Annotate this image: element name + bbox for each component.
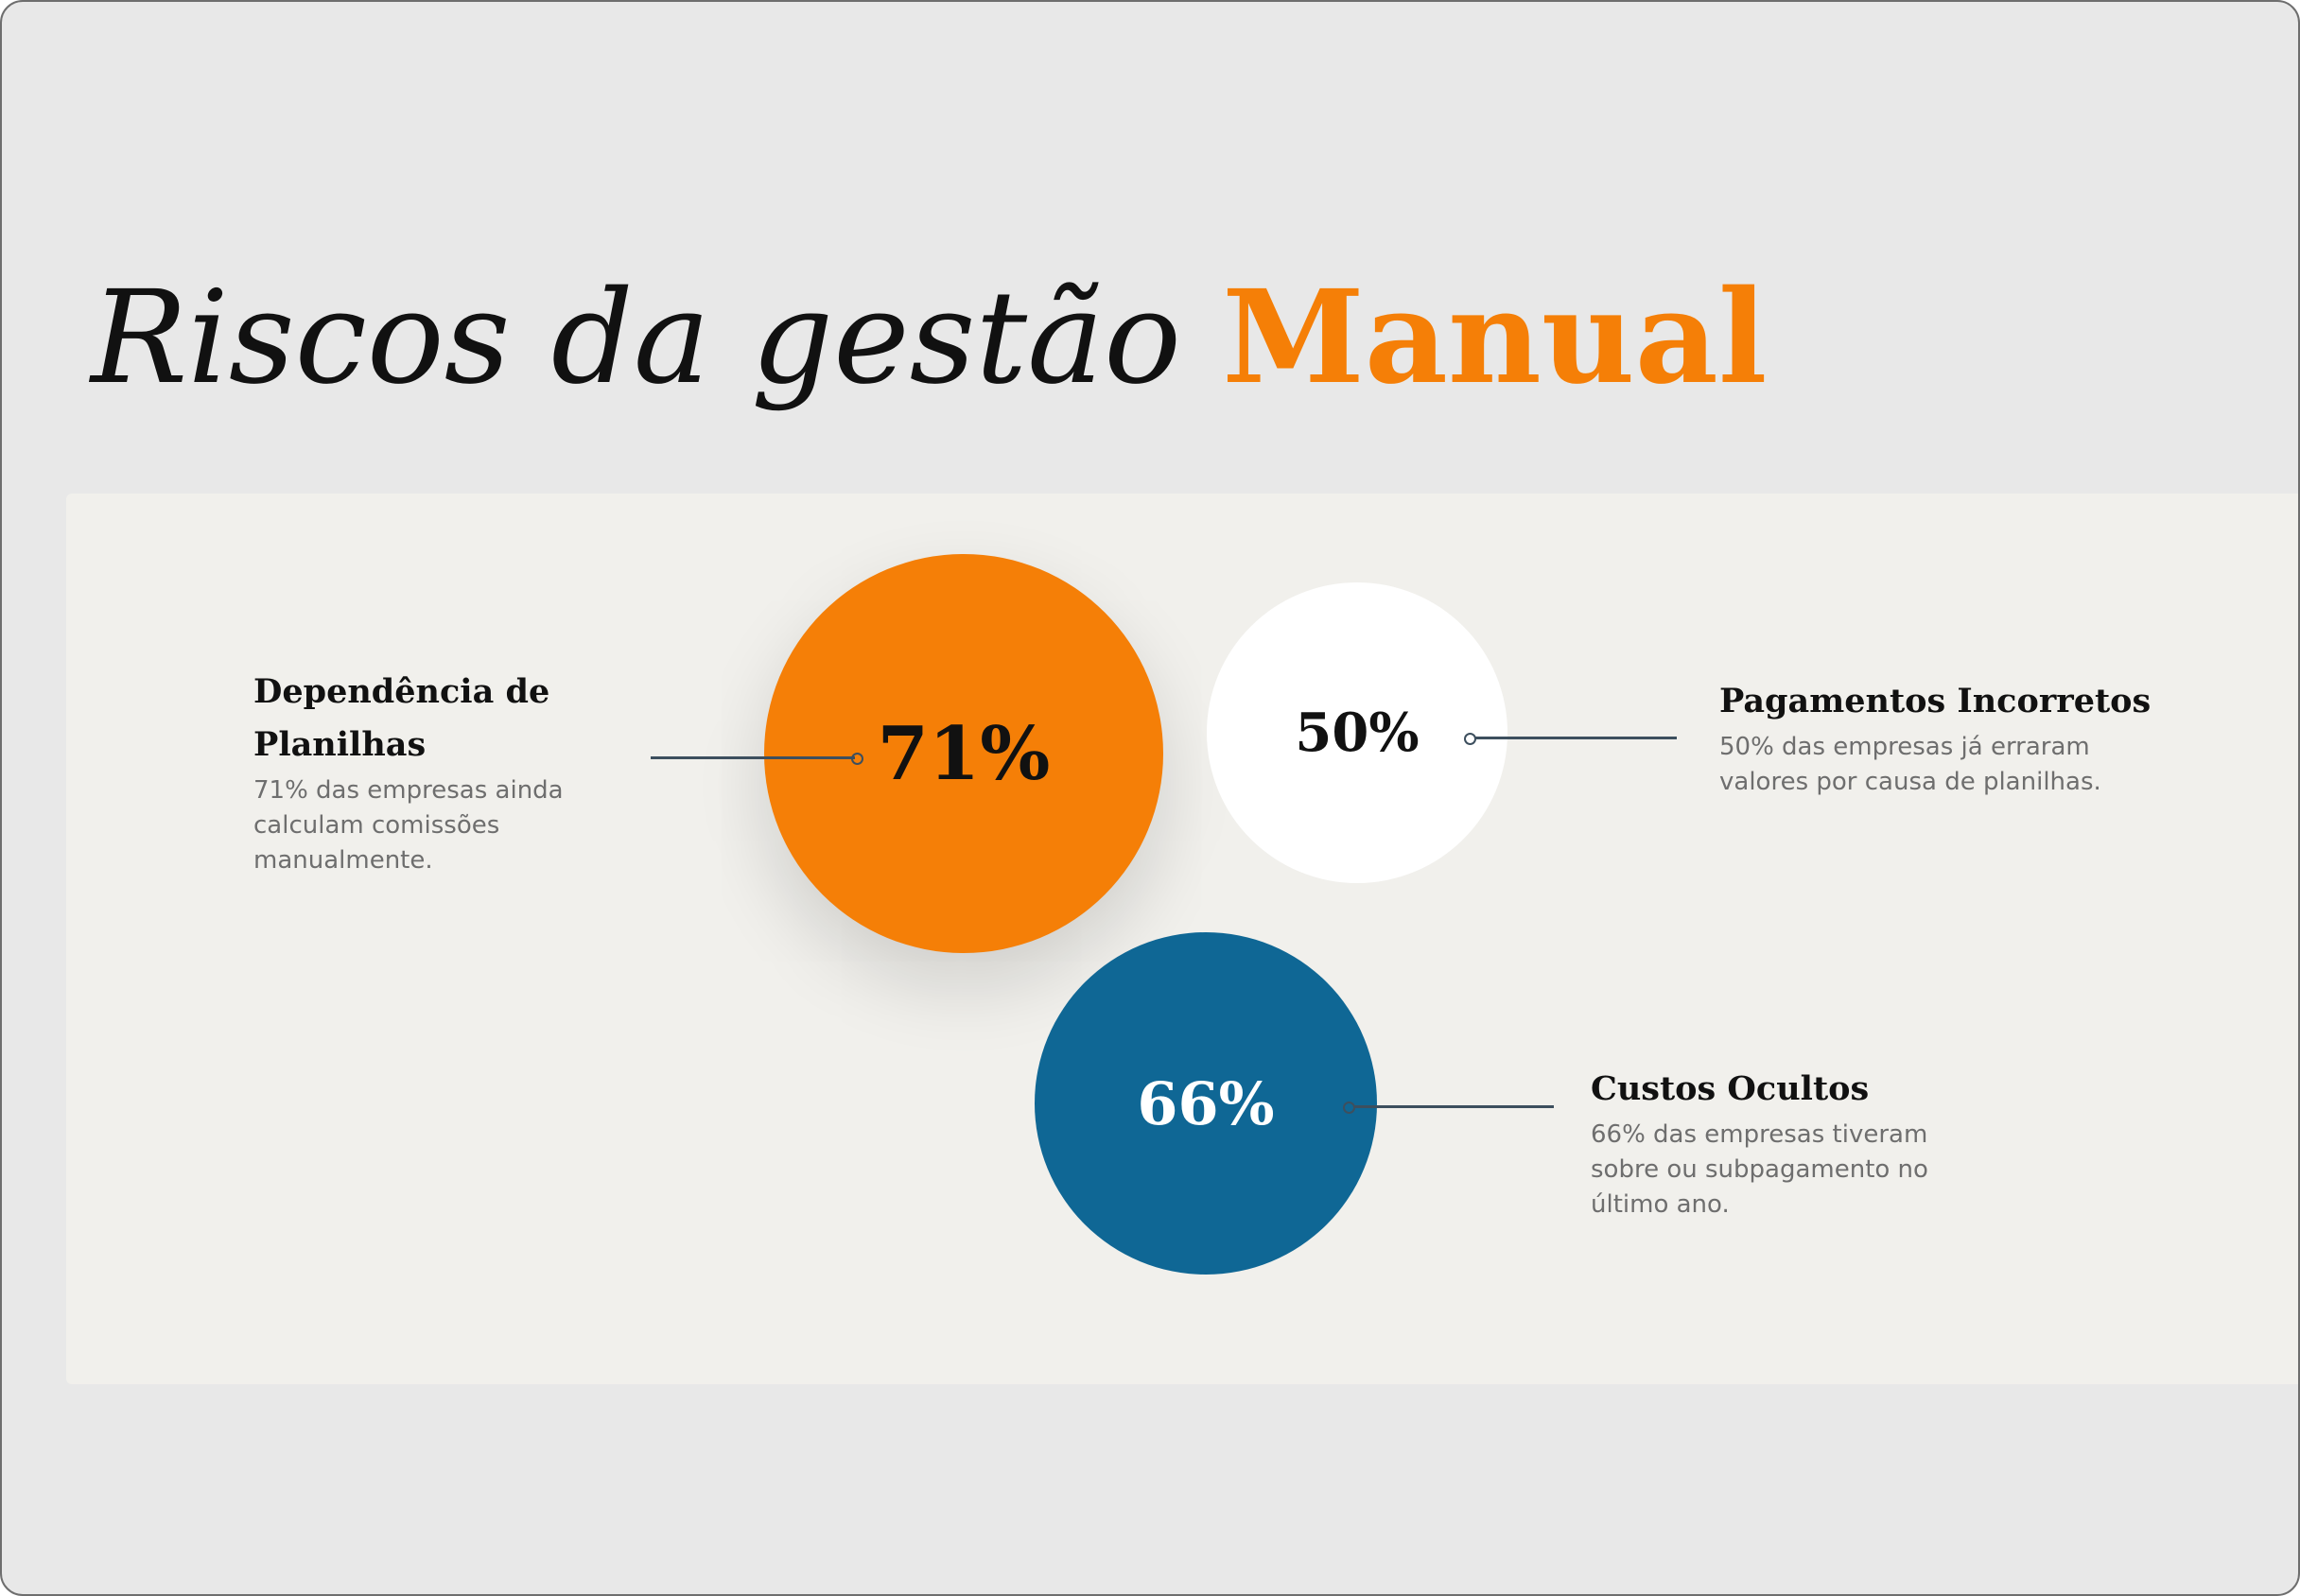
- stat-value: 71%: [877, 710, 1051, 797]
- stat-description: 50% das empresas já erraram valores por …: [1719, 733, 2101, 796]
- stat-title: Pagamentos Incorretos: [1719, 682, 2152, 720]
- stat-circle-pagamentos: 50%: [1207, 582, 1507, 883]
- title-part-risks: Riscos da gestão: [91, 264, 1182, 413]
- stat-title: Custos Ocultos: [1591, 1069, 1870, 1108]
- title-part-manual: Manual: [1222, 262, 1768, 413]
- stat-label-custos: Custos Ocultos 66% das empresas tiveram …: [1591, 1063, 2064, 1223]
- slide-title: Riscos da gestão Manual: [91, 257, 1768, 419]
- connector-line: [1474, 737, 1677, 739]
- stat-label-dependencia: Dependência de Planilhas 71% das empresa…: [253, 666, 632, 878]
- stat-circle-custos: 66%: [1035, 932, 1377, 1275]
- stat-description: 66% das empresas tiveram sobre ou subpag…: [1591, 1120, 1928, 1219]
- stat-label-pagamentos: Pagamentos Incorretos 50% das empresas j…: [1719, 675, 2249, 800]
- stat-title: Dependência de Planilhas: [253, 672, 550, 764]
- stat-circle-dependencia: 71%: [764, 554, 1163, 953]
- connector-line: [651, 756, 855, 759]
- stat-value: 66%: [1137, 1068, 1275, 1138]
- stat-description: 71% das empresas ainda calculam comissõe…: [253, 776, 564, 875]
- connector-line: [1353, 1105, 1554, 1108]
- stat-value: 50%: [1295, 702, 1420, 764]
- connector-dot: [851, 753, 863, 765]
